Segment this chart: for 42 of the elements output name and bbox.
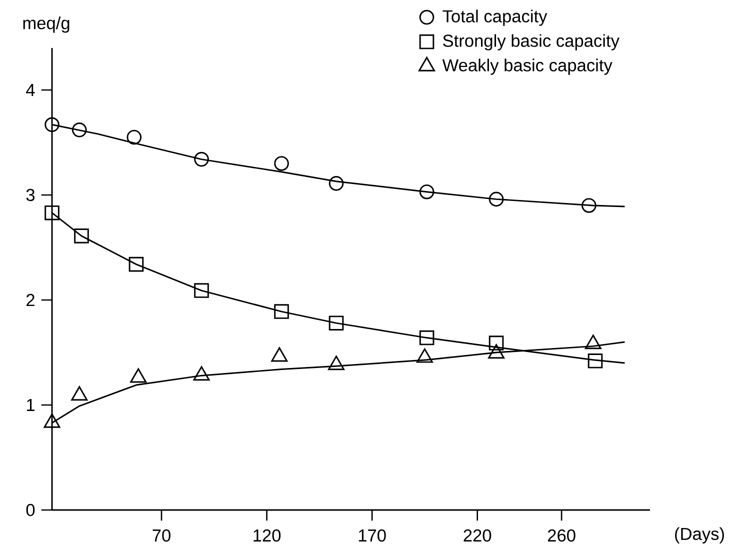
y-tick-label: 3 — [26, 188, 35, 202]
point — [44, 413, 60, 428]
x-tick-label: 70 — [152, 529, 170, 542]
point — [584, 334, 602, 350]
point — [44, 117, 60, 132]
point — [71, 386, 88, 401]
point — [74, 228, 89, 244]
point — [194, 152, 209, 167]
point — [488, 192, 504, 207]
point — [126, 130, 142, 145]
point — [274, 304, 289, 319]
y-tick-label: 0 — [26, 504, 35, 516]
point — [488, 336, 504, 350]
point — [419, 184, 434, 200]
point — [328, 176, 344, 191]
point — [128, 256, 144, 272]
point — [72, 122, 87, 138]
legend-label: Strongly basic capacity — [443, 34, 620, 50]
y-tick-label: 2 — [26, 294, 34, 306]
point — [44, 205, 60, 220]
legend-label: Weakly basic capacity — [442, 58, 612, 75]
point — [271, 347, 288, 362]
x-tick-label: 220 — [464, 529, 492, 542]
y-tick-label: 1 — [26, 399, 34, 411]
y-tick-label: 4 — [26, 84, 35, 96]
point — [588, 353, 603, 368]
legend-label: Total capacity — [442, 10, 548, 26]
point — [130, 368, 147, 383]
y-axis-title: meq/g — [23, 16, 70, 33]
point — [193, 366, 210, 381]
point — [488, 344, 505, 359]
point — [582, 198, 596, 213]
point — [328, 356, 345, 370]
x-tick-label: 260 — [548, 529, 576, 542]
x-tick-label: 120 — [254, 529, 281, 542]
x-tick-label: 170 — [358, 529, 386, 542]
point — [328, 316, 344, 330]
point — [194, 283, 209, 298]
x-axis-title: (Days) — [675, 527, 724, 544]
point — [274, 156, 289, 171]
point — [419, 330, 434, 346]
point — [416, 348, 433, 363]
